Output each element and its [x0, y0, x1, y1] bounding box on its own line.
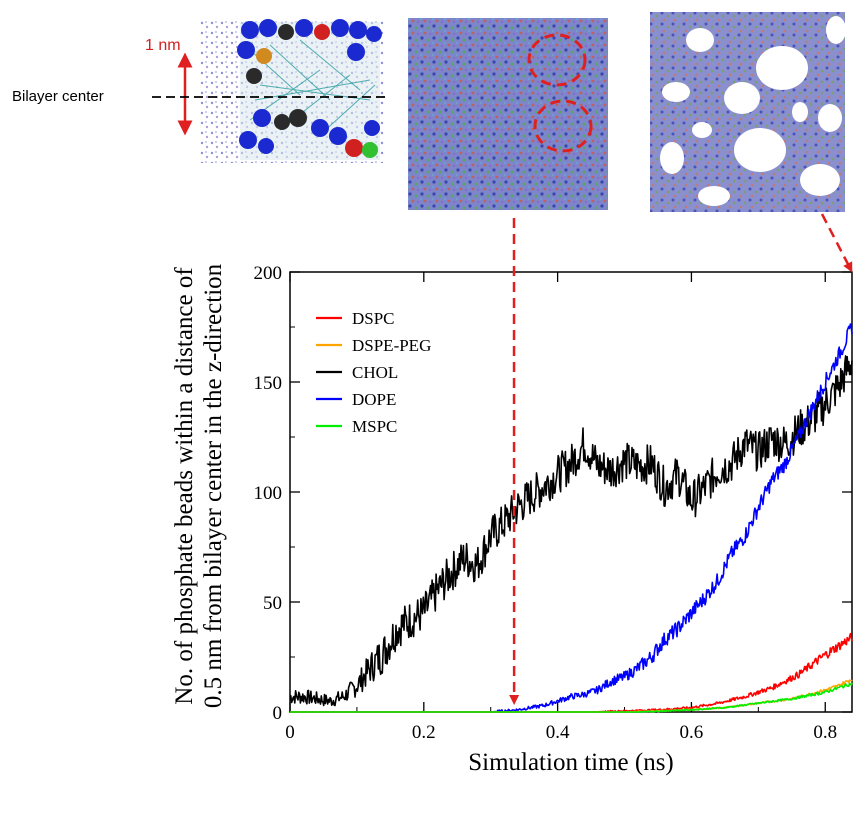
- x-tick-label: 0.6: [680, 722, 704, 743]
- legend-label-dope: DOPE: [352, 390, 396, 409]
- inset-1-lipid-region: [240, 22, 380, 160]
- pores: [660, 16, 846, 206]
- defect-circle-upper: [527, 33, 587, 87]
- x-tick-label: 0.8: [813, 722, 837, 743]
- line-chart: 0 0.2 0.4 0.6 0.8 0 50 100 150 200 DSPC DSPE-PEG C…: [171, 213, 853, 776]
- inset-bilayer-cross-section: 1 nm Bilayer center: [12, 18, 385, 163]
- x-tick-label: 0.2: [412, 722, 436, 743]
- inset-bilayer-top-view: [408, 18, 608, 210]
- legend-label-dspe-peg: DSPE-PEG: [352, 336, 431, 355]
- time-markers: [509, 213, 853, 705]
- y-axis-label-line-1: No. of phosphate beads within a distance…: [171, 267, 198, 705]
- y-tick-label: 200: [254, 263, 283, 284]
- y-tick-label: 0: [273, 703, 283, 724]
- headgroup-beads: [237, 19, 382, 158]
- bilayer-center-label: Bilayer center: [12, 88, 104, 105]
- y-tick-label: 150: [254, 373, 283, 394]
- y-axis-label-line-2: 0.5 nm from bilayer center in the z-dire…: [200, 263, 227, 708]
- x-axis: 0 0.2 0.4 0.6 0.8: [285, 272, 837, 743]
- legend-label-dspc: DSPC: [352, 309, 395, 328]
- y-axis: 0 50 100 150 200: [254, 263, 852, 724]
- inset-2-image: [408, 18, 608, 210]
- legend: DSPC DSPE-PEG CHOL DOPE MSPC: [316, 309, 431, 436]
- scale-label: 1 nm: [145, 37, 181, 54]
- inset-porous-bilayer: [650, 12, 846, 212]
- series-line-mspc: [290, 682, 853, 713]
- legend-label-mspc: MSPC: [352, 417, 397, 436]
- series-layer: [289, 323, 853, 713]
- marker-arrow-late: [820, 213, 853, 273]
- x-axis-label: Simulation time (ns): [468, 749, 674, 776]
- defect-circle-lower: [533, 99, 593, 153]
- series-line-chol: [289, 355, 853, 707]
- y-tick-label: 50: [263, 593, 282, 614]
- x-tick-label: 0: [285, 722, 295, 743]
- x-tick-label: 0.4: [546, 722, 570, 743]
- series-line-dope: [290, 323, 853, 713]
- y-tick-label: 100: [254, 483, 283, 504]
- legend-label-chol: CHOL: [352, 363, 398, 382]
